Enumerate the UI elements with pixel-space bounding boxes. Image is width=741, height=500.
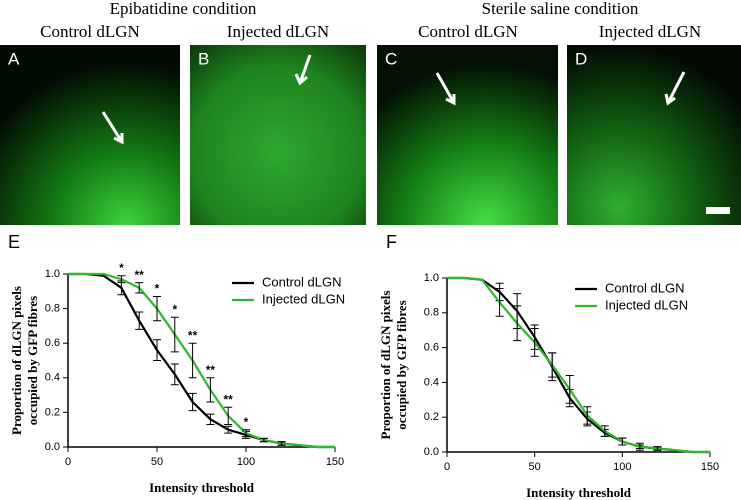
legend-label: Injected dLGN	[262, 291, 345, 306]
error-bar	[495, 287, 504, 317]
micrograph	[0, 45, 180, 225]
error-bar	[206, 413, 215, 426]
y-tick-label: 1.0	[424, 272, 439, 284]
error-bar	[277, 441, 286, 446]
significance-marker: **	[206, 363, 216, 377]
panel-letter: D	[575, 49, 587, 68]
significance-marker: **	[188, 328, 198, 342]
condition-heading: Sterile saline condition	[482, 0, 639, 18]
panel-letter: F	[386, 232, 397, 252]
series-line	[68, 272, 335, 449]
image-panel: Control dLGN C	[377, 22, 558, 225]
y-tick-label: 0.8	[424, 307, 439, 319]
series-line	[447, 276, 710, 454]
x-tick-label: 150	[701, 461, 719, 473]
error-bar	[530, 327, 539, 357]
image-panel: Injected dLGN B	[190, 22, 366, 225]
error-bar	[135, 311, 144, 330]
significance-marker: *	[172, 302, 177, 316]
panel-letter: A	[8, 49, 20, 68]
y-tick-label: 0.4	[45, 372, 60, 384]
panel-letter: B	[198, 49, 209, 68]
legend-label: Control dLGN	[262, 274, 341, 289]
legend-label: Control dLGN	[605, 280, 684, 295]
error-bar	[513, 305, 522, 342]
significance-marker: **	[135, 268, 145, 282]
error-bar	[583, 406, 592, 425]
error-bar	[206, 377, 215, 403]
error-bar	[259, 437, 268, 443]
error-bar	[188, 392, 197, 412]
y-tick-label: 0.0	[424, 446, 439, 458]
x-tick-label: 50	[529, 461, 541, 473]
legend-label: Injected dLGN	[605, 297, 688, 312]
image-label: Injected dLGN	[227, 22, 329, 41]
y-axis-label: Proportion of dLGN pixels	[9, 286, 24, 435]
significance-marker: *	[119, 261, 124, 275]
arrow	[664, 71, 686, 106]
error-bar	[170, 316, 179, 353]
error-bar	[153, 295, 161, 322]
x-tick-label: 100	[237, 456, 255, 468]
scale-bar	[706, 207, 730, 214]
x-axis-label: Intensity threshold	[149, 480, 255, 495]
image-label: Control dLGN	[40, 22, 140, 41]
micrograph	[567, 45, 741, 225]
image-label: Injected dLGN	[599, 22, 701, 41]
y-tick-label: 0.2	[45, 406, 60, 418]
error-bar	[188, 342, 197, 379]
significance-marker: *	[244, 415, 249, 429]
error-bar	[153, 339, 161, 361]
micrograph	[377, 45, 558, 225]
x-tick-label: 150	[326, 456, 344, 468]
y-tick-label: 0.8	[45, 303, 60, 315]
x-axis-label: Intensity threshold	[526, 485, 632, 500]
error-bar	[635, 442, 644, 451]
error-bar	[224, 406, 233, 426]
y-tick-label: 0.2	[424, 411, 439, 423]
error-bar	[653, 446, 662, 451]
arrow	[101, 111, 124, 145]
error-bar	[170, 363, 179, 386]
panel-letter: C	[385, 49, 397, 68]
image-panel: Control dLGN A	[0, 22, 180, 225]
x-tick-label: 0	[65, 456, 71, 468]
image-label: Control dLGN	[418, 22, 518, 41]
x-tick-label: 0	[444, 461, 450, 473]
arrow	[294, 54, 312, 86]
error-bar	[565, 374, 574, 404]
x-tick-label: 100	[613, 461, 631, 473]
y-axis-label: Proportion of dLGN pixels	[378, 291, 393, 440]
error-bar	[548, 352, 557, 378]
condition-heading: Epibatidine condition	[110, 0, 257, 18]
arrow	[435, 72, 456, 106]
error-bar	[224, 425, 233, 434]
significance-marker: *	[155, 282, 160, 296]
y-tick-label: 1.0	[45, 268, 60, 280]
y-tick-label: 0.6	[45, 337, 60, 349]
x-tick-label: 50	[151, 456, 163, 468]
y-tick-label: 0.6	[424, 342, 439, 354]
panel-letter: E	[8, 232, 20, 252]
significance-marker: **	[224, 392, 234, 406]
error-bar	[618, 437, 627, 446]
y-axis-label: occupied by GFP fibres	[394, 300, 409, 429]
micrograph	[190, 45, 366, 225]
y-tick-label: 0.4	[424, 376, 439, 388]
y-axis-label: occupied by GFP fibres	[25, 296, 40, 425]
error-bar	[117, 275, 126, 284]
y-tick-label: 0.0	[45, 441, 60, 453]
error-bar	[600, 425, 609, 437]
error-bar	[242, 429, 250, 438]
error-bar	[135, 282, 144, 294]
image-panel: Injected dLGN D	[567, 22, 741, 225]
